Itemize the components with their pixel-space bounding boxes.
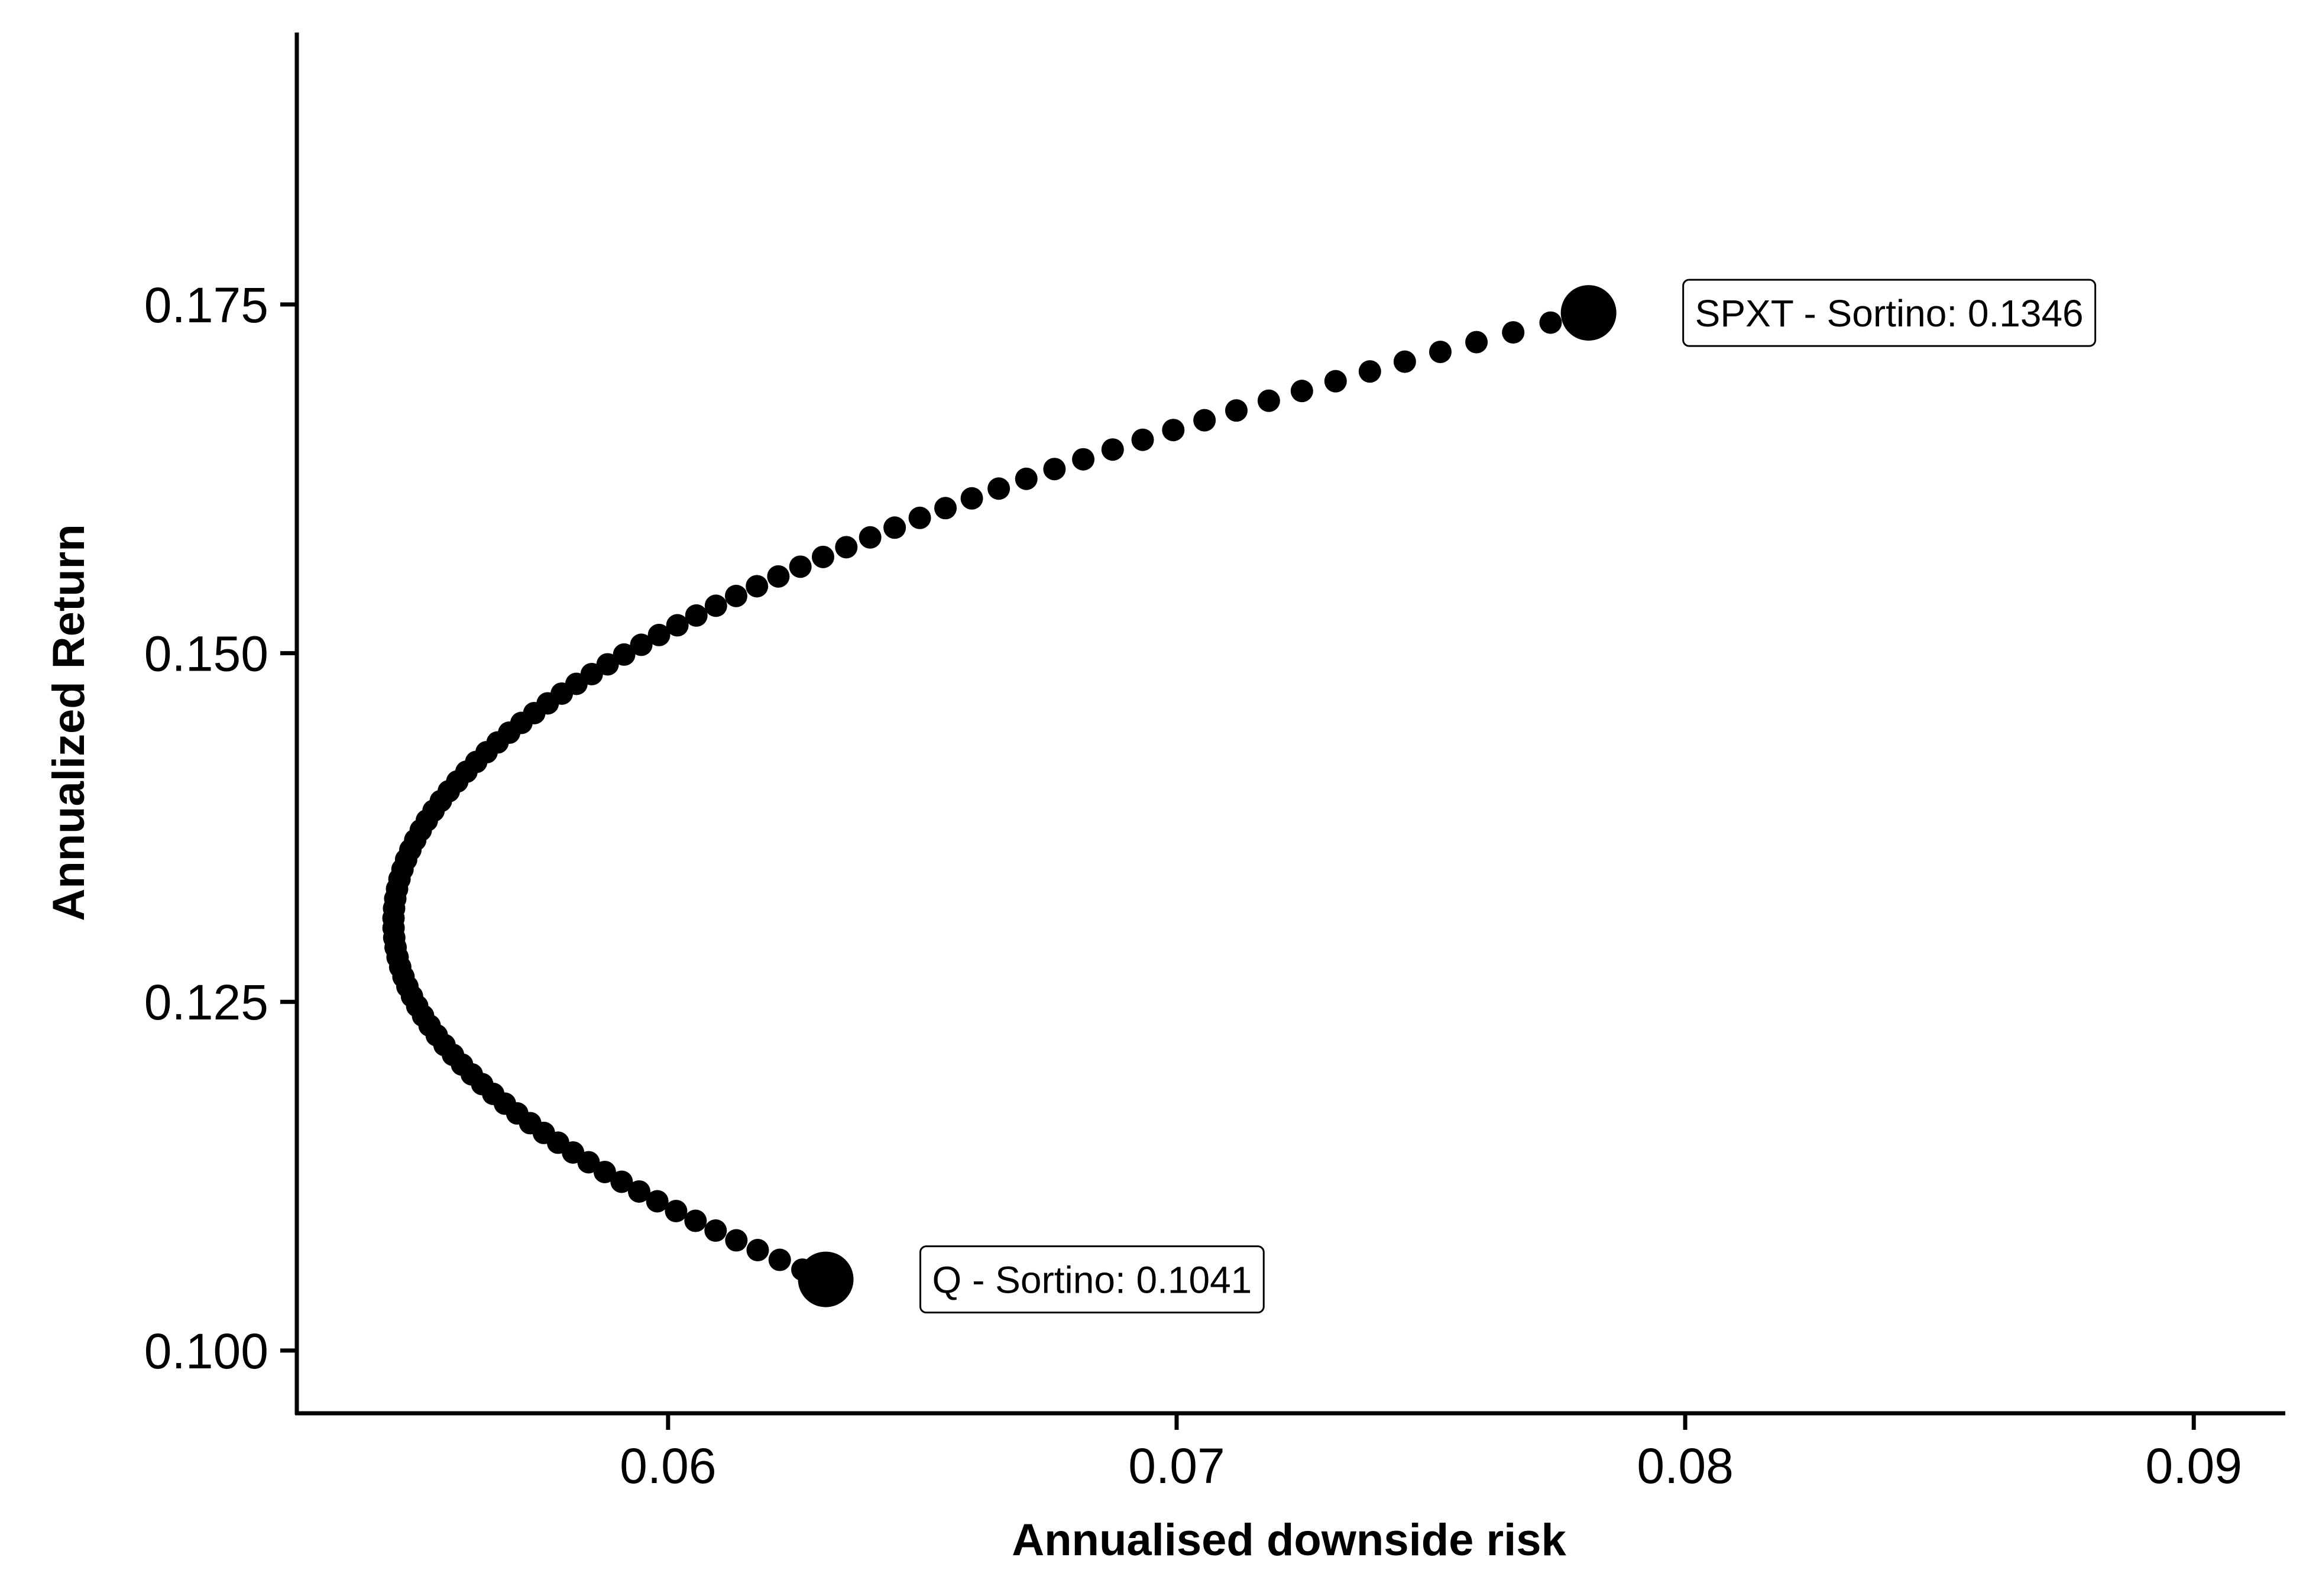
- annotation-box: [919, 1245, 1265, 1314]
- frontier-point: [1072, 448, 1095, 471]
- y-axis: 0.100 0.125 0.150 0.175: [144, 33, 299, 1414]
- frontier-point: [908, 506, 931, 529]
- frontier-point: [1193, 409, 1216, 432]
- frontier-point: [704, 594, 727, 617]
- frontier-point: [1043, 458, 1066, 481]
- frontier-point: [610, 1170, 633, 1193]
- frontier-point: [859, 526, 882, 549]
- frontier-point: [725, 1229, 748, 1252]
- frontier-point: [934, 497, 957, 520]
- frontier-point: [1162, 419, 1185, 442]
- x-tick-label: 0.08: [1637, 1438, 1734, 1494]
- frontier-point: [613, 643, 636, 666]
- x-axis-title: Annualised downside risk: [1012, 1515, 1566, 1565]
- frontier-point: [789, 555, 812, 578]
- highlighted-points: SPXT - Sortino: 0.1346 Q - Sortino: 0.104…: [798, 279, 2097, 1314]
- frontier-point: [767, 565, 790, 588]
- y-tick-label: 0.150: [144, 626, 268, 682]
- frontier-point: [704, 1219, 727, 1242]
- x-axis: 0.06 0.07 0.08 0.09: [295, 1411, 2285, 1494]
- annotation-label: Q - Sortino: 0.1041: [932, 1259, 1252, 1302]
- frontier-point: [768, 1248, 791, 1271]
- highlighted-point: [798, 1251, 854, 1307]
- annotation-box: [1682, 279, 2097, 347]
- point-annotation: SPXT - Sortino: 0.1346: [1682, 279, 2097, 347]
- frontier-point: [746, 575, 769, 598]
- frontier-point: [630, 633, 653, 656]
- frontier-point: [724, 584, 747, 607]
- frontier-point: [1429, 341, 1452, 364]
- frontier-point: [1131, 428, 1154, 451]
- frontier-point: [811, 545, 834, 568]
- y-tick-label: 0.125: [144, 975, 268, 1030]
- frontier-point: [835, 536, 858, 559]
- annotation-label: SPXT - Sortino: 0.1346: [1695, 292, 2084, 335]
- frontier-point: [666, 614, 689, 637]
- x-tick-label: 0.06: [620, 1438, 717, 1494]
- y-tick-label: 0.100: [144, 1323, 268, 1379]
- frontier-point: [684, 1209, 707, 1232]
- frontier-point: [746, 1239, 769, 1262]
- frontier-point: [1257, 389, 1280, 412]
- frontier-point: [1101, 438, 1124, 461]
- frontier-point: [987, 477, 1011, 500]
- frontier-point: [646, 1190, 669, 1213]
- frontier-point: [1393, 350, 1416, 373]
- frontier-point: [1358, 360, 1381, 383]
- frontier-point: [1015, 467, 1038, 490]
- x-tick-label: 0.09: [2145, 1438, 2242, 1494]
- x-axis-ticks: 0.06 0.07 0.08 0.09: [620, 1413, 2242, 1494]
- frontier-point: [627, 1180, 650, 1203]
- frontier-series: [382, 302, 1600, 1291]
- frontier-point: [596, 653, 619, 676]
- frontier-point: [1465, 331, 1488, 354]
- y-axis-ticks: 0.100 0.125 0.150 0.175: [144, 277, 297, 1379]
- frontier-point: [1539, 311, 1562, 334]
- highlighted-point: [1560, 285, 1617, 341]
- frontier-point: [665, 1200, 688, 1223]
- frontier-point: [1290, 380, 1313, 403]
- frontier-point: [1502, 321, 1525, 344]
- frontier-point: [960, 487, 983, 510]
- y-tick-label: 0.175: [144, 277, 268, 333]
- frontier-point: [1324, 370, 1347, 393]
- frontier-point: [593, 1160, 616, 1183]
- x-tick-label: 0.07: [1128, 1438, 1225, 1494]
- point-annotation: Q - Sortino: 0.1041: [919, 1245, 1265, 1314]
- frontier-point: [1225, 399, 1248, 422]
- frontier-point: [685, 604, 708, 627]
- y-axis-title: Annualized Return: [44, 524, 94, 921]
- frontier-point: [647, 623, 671, 646]
- frontier-point: [883, 516, 906, 539]
